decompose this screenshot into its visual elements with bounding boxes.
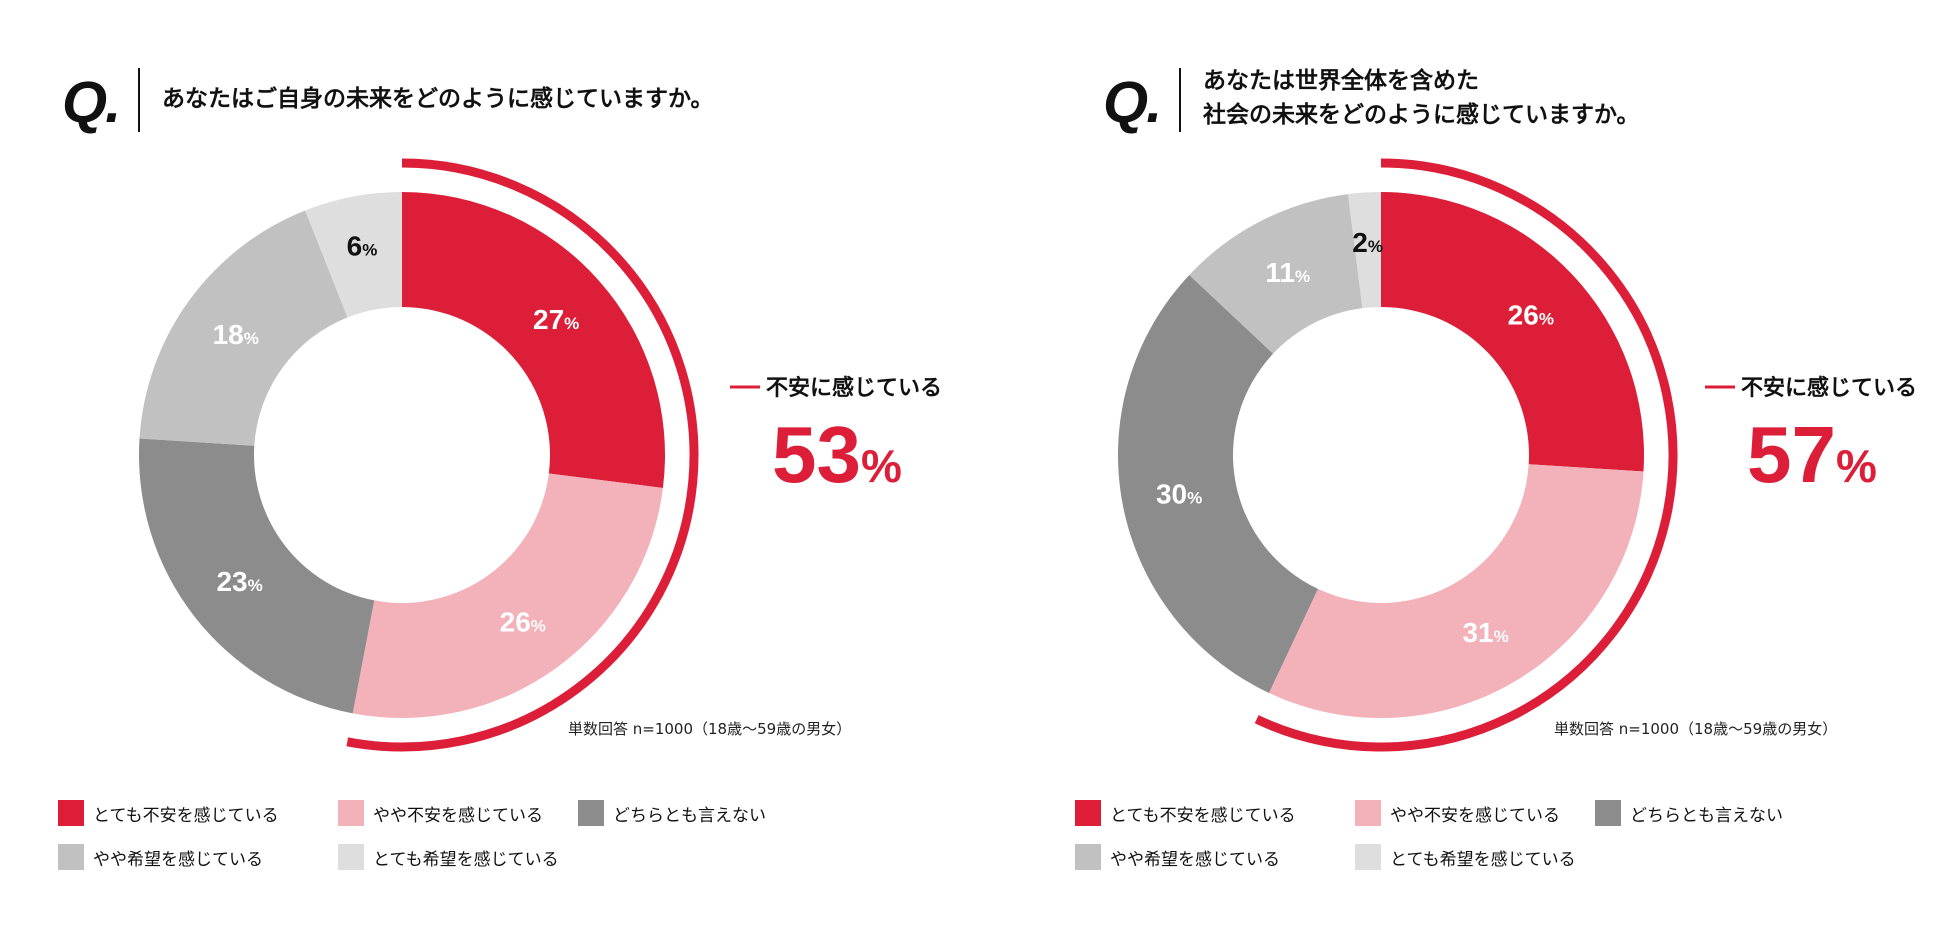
legend-label: やや不安を感じている	[373, 805, 543, 826]
donut-slice-2	[352, 473, 663, 718]
legend-swatch	[1595, 800, 1621, 826]
legend-label: とても不安を感じている	[93, 805, 279, 826]
legend-label: やや希望を感じている	[93, 849, 263, 870]
legend-label: とても希望を感じている	[373, 849, 559, 870]
slice-value-label: 23%	[216, 566, 262, 597]
anxiety-highlight-arc	[1254, 158, 1678, 752]
chart-panel-own-future: Q. あなたはご自身の未来をどのように感じていますか。 不安に感じている 53%…	[62, 68, 942, 752]
legend-label: とても不安を感じている	[1110, 805, 1296, 826]
slice-value-label: 30%	[1156, 479, 1202, 510]
donut-slice-1	[402, 192, 665, 488]
legend-label: どちらとも言えない	[613, 805, 766, 826]
donut-slice-3	[138, 438, 375, 714]
legend-swatch	[578, 800, 604, 826]
slice-value-label: 31%	[1462, 617, 1508, 648]
legend-item: やや希望を感じている	[58, 844, 263, 870]
legend-swatch	[338, 800, 364, 826]
callout-value: 57%	[1747, 410, 1877, 499]
legend-item: やや希望を感じている	[1075, 844, 1280, 870]
legend-item: とても不安を感じている	[1075, 800, 1296, 826]
legend-item: とても希望を感じている	[338, 844, 559, 870]
donut-slice-4	[1189, 194, 1363, 354]
callout-value: 53%	[772, 410, 902, 499]
callout-value-number: 57	[1747, 410, 1836, 499]
question-mark: Q.	[1103, 70, 1162, 135]
legend-swatch	[58, 844, 84, 870]
donut-slice-5	[305, 192, 402, 318]
callout-value-number: 53	[772, 410, 861, 499]
legend-label: とても希望を感じている	[1390, 849, 1576, 870]
sample-note: 単数回答 n=1000（18歳～59歳の男女）	[1554, 720, 1838, 738]
legend-swatch	[58, 800, 84, 826]
slice-value-label: 18%	[213, 319, 259, 350]
donut-slice-5	[1348, 192, 1381, 309]
legend-item: やや不安を感じている	[1355, 800, 1560, 826]
legend-swatch	[338, 844, 364, 870]
legend-swatch	[1355, 844, 1381, 870]
slice-value-label: 2%	[1352, 227, 1383, 258]
legend-label: どちらとも言えない	[1630, 805, 1783, 826]
donut-chart: 不安に感じている 57% 26% 31% 30% 11% 2%	[1118, 158, 1917, 752]
legend-swatch	[1075, 844, 1101, 870]
question-mark: Q.	[62, 70, 121, 135]
legend-item: どちらとも言えない	[1595, 800, 1783, 826]
legend-item: とても希望を感じている	[1355, 844, 1576, 870]
question-text: あなたはご自身の未来をどのように感じていますか。	[162, 86, 714, 112]
legend-swatch	[1075, 800, 1101, 826]
callout-value-unit: %	[861, 440, 902, 492]
sample-note: 単数回答 n=1000（18歳～59歳の男女）	[568, 720, 852, 738]
donut-chart: 不安に感じている 53% 27% 26% 23% 18% 6%	[138, 158, 942, 752]
legend-item: とても不安を感じている	[58, 800, 279, 826]
legend-label: やや希望を感じている	[1110, 849, 1280, 870]
callout-value-unit: %	[1836, 440, 1877, 492]
question-divider	[138, 68, 140, 132]
slice-value-label: 11%	[1265, 257, 1310, 288]
donut-slice-4	[139, 210, 348, 446]
question-text: あなたは世界全体を含めた 社会の未来をどのように感じていますか。	[1203, 68, 1640, 128]
legend-label: やや不安を感じている	[1390, 805, 1560, 826]
chart-panel-society-future: Q. あなたは世界全体を含めた 社会の未来をどのように感じていますか。 不安に感…	[1017, 0, 1950, 942]
slice-value-label: 27%	[533, 304, 579, 335]
slice-value-label: 6%	[347, 230, 378, 261]
question-divider	[1179, 68, 1181, 132]
slice-value-label: 26%	[500, 606, 546, 637]
callout-label: 不安に感じている	[766, 375, 942, 401]
donut-slice-1	[1381, 192, 1644, 472]
callout-label: 不安に感じている	[1741, 375, 1917, 401]
legend-swatch	[1355, 800, 1381, 826]
donut-slice-2	[1269, 464, 1644, 718]
legend-item: やや不安を感じている	[338, 800, 543, 826]
donut-slice-3	[1118, 274, 1318, 693]
anxiety-highlight-arc	[346, 158, 699, 752]
slice-value-label: 26%	[1508, 299, 1554, 330]
legend-item: どちらとも言えない	[578, 800, 766, 826]
